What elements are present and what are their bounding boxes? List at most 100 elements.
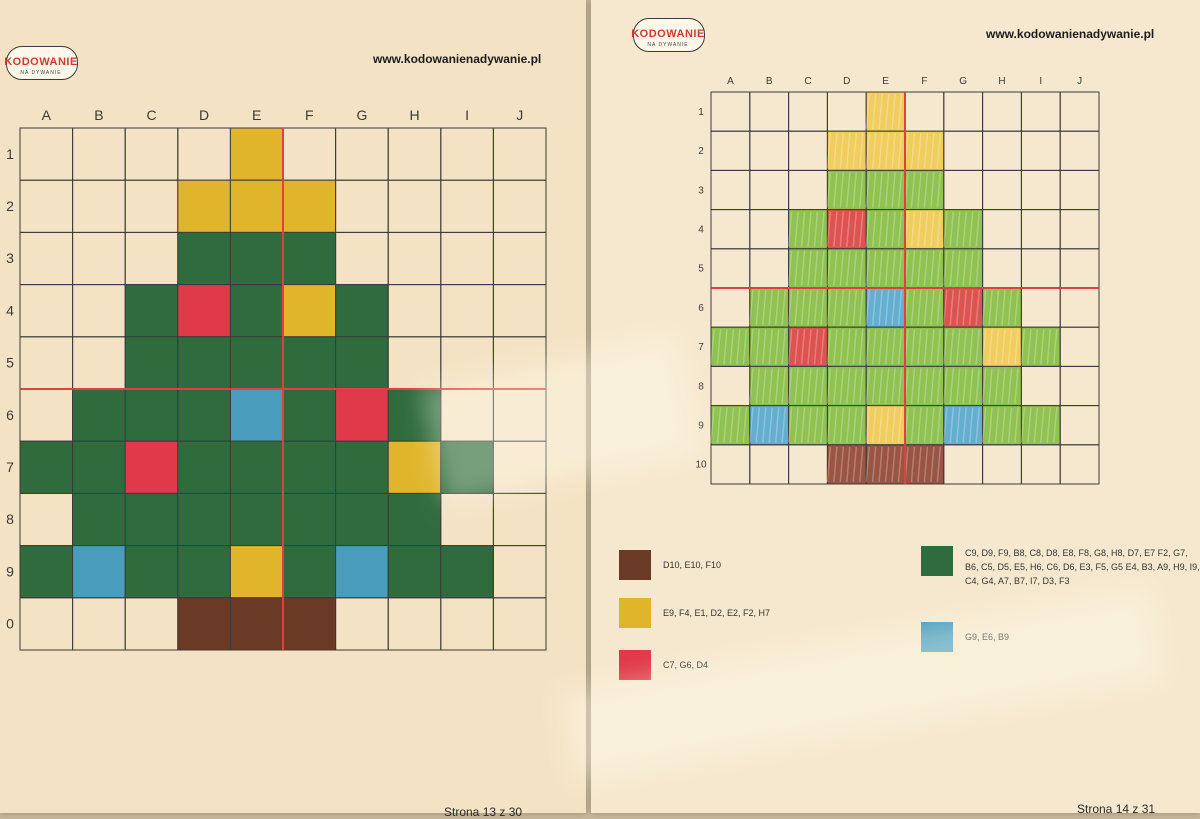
grid-cell-a4 [710,209,751,250]
crayon-stroke [846,407,851,443]
crayon-stroke [826,446,832,483]
crayon-stroke [852,250,858,287]
crayon-stroke [826,368,832,404]
crayon-stroke [936,133,942,169]
crayon-stroke [943,211,948,247]
row-label-2: 2 [698,146,704,157]
grid-cell-i5 [1020,248,1061,289]
legend-brown: D10, E10, F10 [619,550,721,580]
crayon-stroke [943,368,948,404]
grid-cell-b5 [72,336,126,390]
crayon-stroke [852,172,858,208]
legend-blue-cells: G9, E6, B9 [965,632,1010,642]
crayon-stroke [923,446,929,483]
grid-cell-f4 [282,284,337,338]
grid-cell-a8 [19,492,74,547]
grid-cell-i6 [1020,287,1061,328]
grid-cell-h7 [982,326,1022,367]
grid-cell-a3 [710,169,751,211]
crayon-stroke [839,172,845,208]
crayon-stroke [923,407,929,443]
crayon-stroke [910,289,916,326]
crayon-stroke [910,133,916,169]
crayon-stroke [923,250,929,287]
crayon-stroke [878,250,883,287]
crayon-stroke [930,211,935,247]
crayon-stroke [787,250,793,287]
grid-cell-h2 [982,130,1022,171]
grid-cell-g9 [335,545,389,599]
crayon-stroke [846,172,851,208]
crayon-stroke [871,329,877,365]
crayon-stroke [955,407,961,443]
crayon-stroke [988,407,993,443]
crayon-stroke [897,211,903,247]
crayon-stroke [800,250,806,287]
crayon-stroke [852,329,858,365]
grid-cell-b3 [749,169,790,211]
crayon-stroke [768,289,773,326]
crayon-stroke [884,250,890,287]
crayon-stroke [968,329,974,365]
crayon-stroke [774,368,780,404]
crayon-stroke [839,407,845,443]
crayon-stroke [813,289,819,326]
grid-cell-i2 [440,179,494,233]
legend-green: C9, D9, F9, B8, C8, D8, E8, F8, G8, H8, … [921,546,1200,588]
grid-cell-a5 [710,248,751,289]
grid-cell-i10 [440,597,494,651]
row-label-8: 8 [698,381,704,392]
crayon-stroke [1020,329,1026,365]
crayon-stroke [755,329,761,365]
crayon-stroke [813,329,819,365]
crayon-stroke [800,289,806,326]
grid-cell-a1 [19,127,74,181]
row-label-10: 10 [695,460,707,471]
crayon-stroke [930,407,935,443]
crayon-stroke [884,407,890,443]
crayon-stroke [897,93,903,130]
crayon-stroke [820,368,825,404]
crayon-stroke [781,407,786,443]
grid-cell-j8 [1059,365,1100,407]
crayon-stroke [884,133,890,169]
crayon-stroke [749,329,754,365]
crayon-stroke [781,289,786,326]
grid-cell-b7 [749,326,790,367]
grid-cell-j6 [1059,287,1100,328]
crayon-stroke [988,329,993,365]
column-label-j: J [516,107,523,123]
crayon-stroke [968,368,974,404]
crayon-stroke [949,250,955,287]
crayon-stroke [1027,329,1032,365]
grid-cell-d1 [826,91,867,132]
crayon-stroke [794,289,799,326]
grid-cell-c7 [124,440,179,494]
crayon-stroke [897,329,903,365]
column-label-i: I [465,107,469,123]
crayon-stroke [962,289,967,326]
grid-cell-j6 [492,388,547,442]
crayon-stroke [755,407,761,443]
grid-cell-a8 [710,365,751,407]
grid-cell-c6 [788,287,828,328]
crayon-stroke [936,368,942,404]
crayon-stroke [710,407,715,443]
crayon-stroke [1007,368,1013,404]
crayon-stroke [930,250,935,287]
crayon-stroke [897,172,903,208]
grid-cell-c5 [788,248,828,289]
crayon-stroke [917,211,922,247]
grid-cell-d5 [177,336,231,390]
grid-cell-d10 [826,444,867,485]
crayon-stroke [800,329,806,365]
crayon-stroke [774,407,780,443]
crayon-stroke [975,329,980,365]
crayon-stroke [910,368,916,404]
page-number: Strona 13 z 30 [444,805,523,819]
crayon-stroke [833,289,838,326]
grid-cell-c3 [788,169,828,211]
crayon-stroke [852,289,858,326]
crayon-stroke [949,289,955,326]
crayon-stroke [826,289,832,326]
